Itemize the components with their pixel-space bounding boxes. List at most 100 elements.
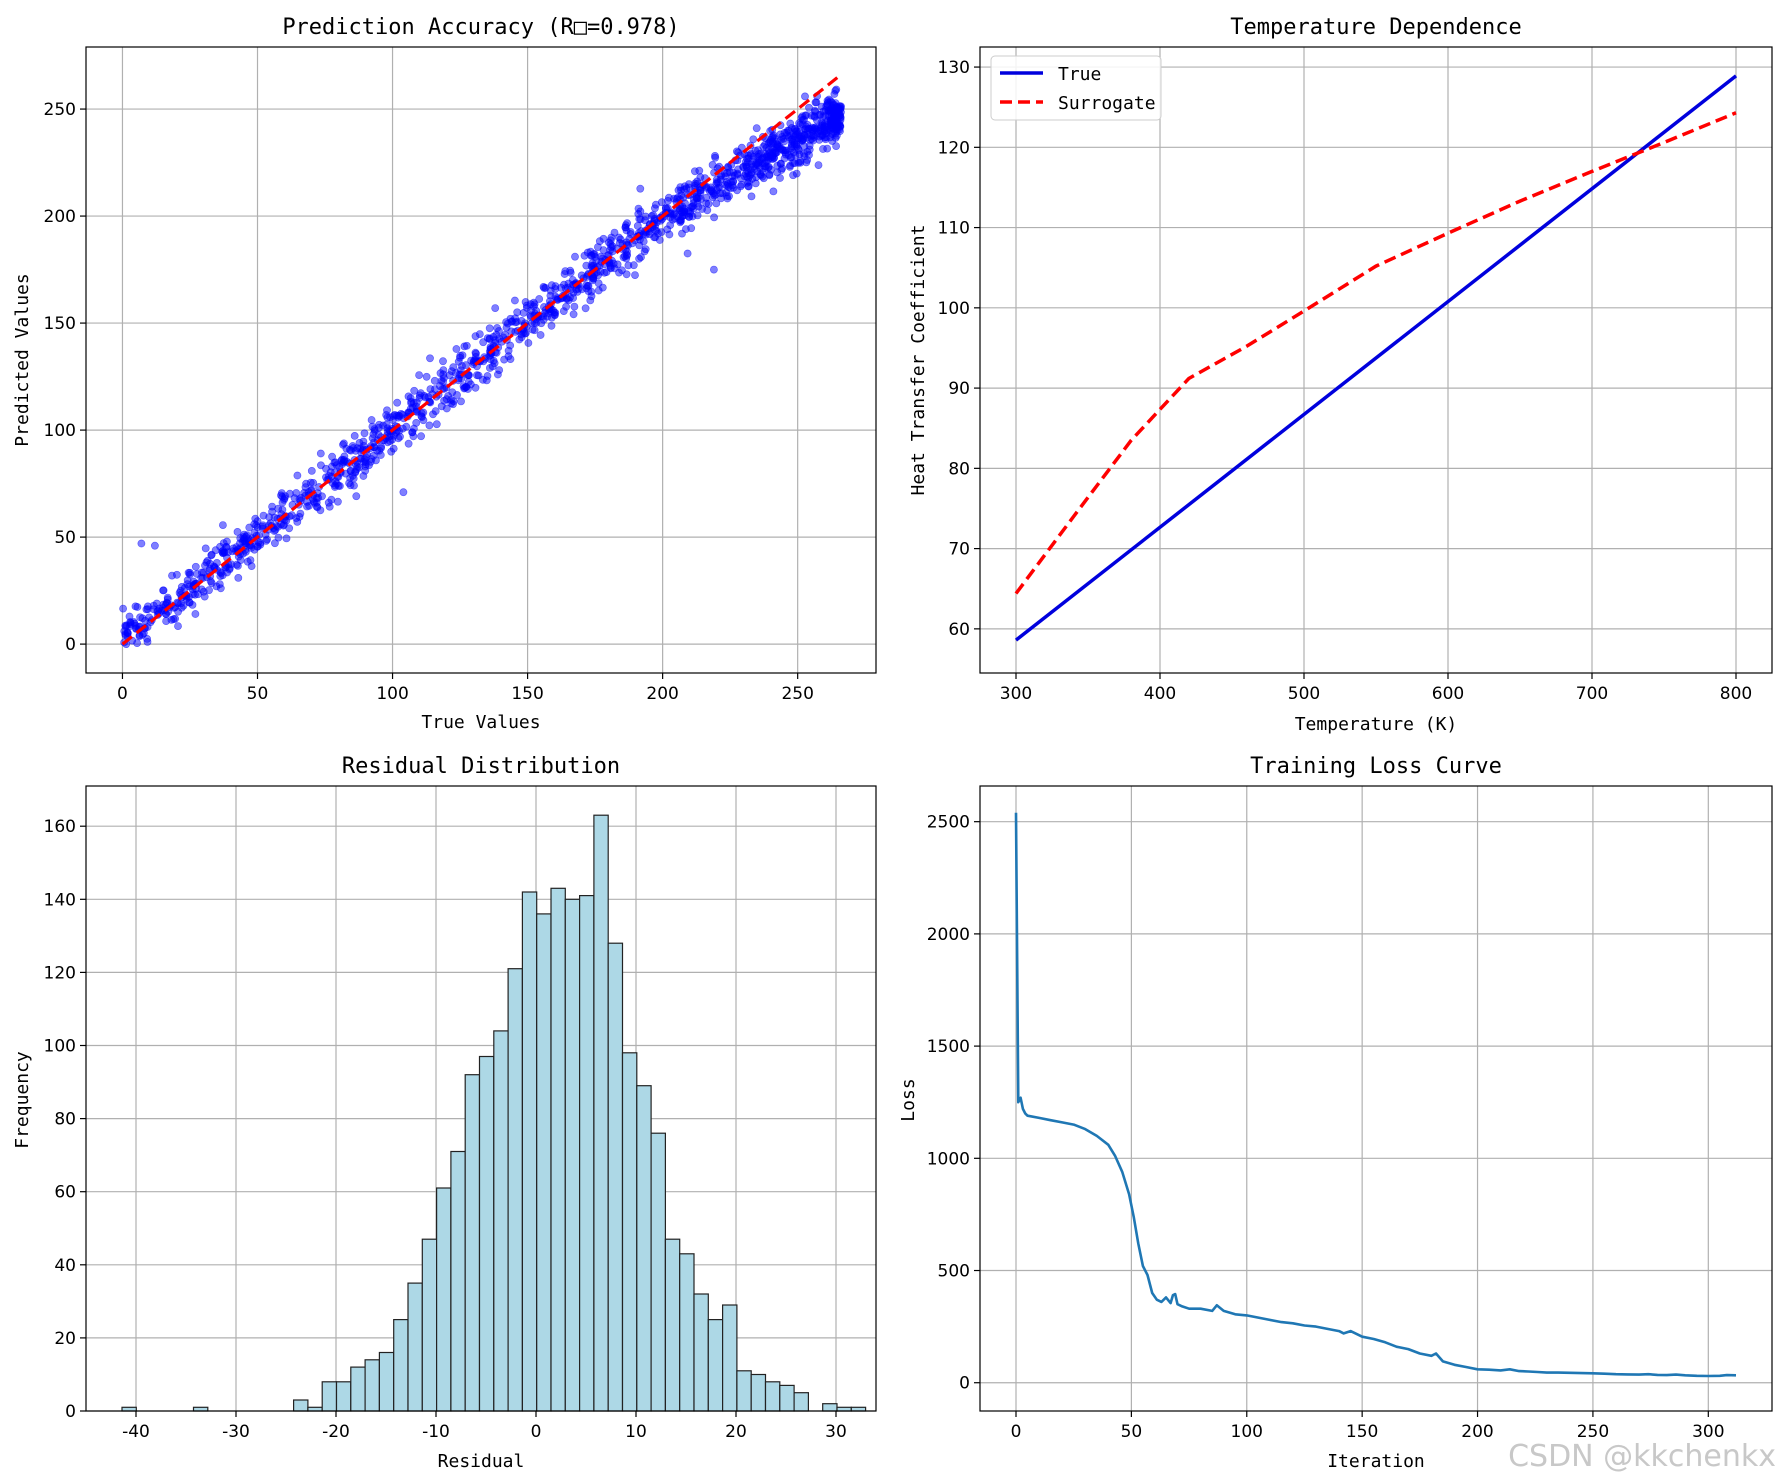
scatter-point bbox=[278, 505, 287, 514]
scatter-point bbox=[432, 420, 441, 429]
panel-residual-distribution: -40 -30 -20 -10 0 10 20 30 0 20 40 60 80 100 120 140 160… bbox=[12, 754, 877, 1472]
y-tick-label: 70 bbox=[948, 540, 970, 560]
y-tick-label: 80 bbox=[54, 1110, 76, 1130]
scatter-point bbox=[219, 539, 228, 547]
histogram-bar bbox=[393, 1318, 409, 1412]
scatter-point bbox=[594, 243, 602, 251]
y-axis-label: Heat Transfer Coefficient bbox=[908, 225, 929, 496]
scatter-point bbox=[460, 383, 469, 392]
scatter-point bbox=[513, 308, 522, 317]
scatter-point bbox=[547, 321, 556, 330]
scatter-point bbox=[439, 370, 448, 379]
scatter-point bbox=[330, 458, 339, 467]
scatter-point bbox=[712, 175, 721, 184]
scatter-point bbox=[586, 296, 595, 305]
scatter-point bbox=[346, 467, 355, 475]
scatter-point bbox=[143, 635, 151, 643]
scatter-point bbox=[274, 533, 283, 542]
scatter-point bbox=[485, 324, 494, 333]
scatter-point bbox=[610, 264, 619, 273]
scatter-point bbox=[297, 493, 306, 502]
scatter-point bbox=[262, 537, 270, 545]
scatter-point bbox=[337, 455, 346, 464]
scatter-point bbox=[367, 416, 376, 424]
histogram-bar bbox=[378, 1351, 395, 1412]
scatter-point bbox=[636, 184, 645, 193]
x-tick-label: 500 bbox=[1288, 684, 1320, 704]
x-tick-label: 300 bbox=[1692, 1422, 1724, 1442]
scatter-point bbox=[724, 183, 733, 191]
histogram-bar bbox=[679, 1253, 695, 1412]
scatter-point bbox=[702, 199, 710, 208]
scatter-point bbox=[747, 192, 756, 201]
histogram-bar bbox=[664, 1238, 681, 1412]
scatter-point bbox=[805, 124, 814, 133]
scatter-point bbox=[633, 221, 642, 230]
scatter-point bbox=[412, 407, 421, 416]
y-axis-label: Predicted Values bbox=[12, 273, 33, 446]
scatter-point bbox=[234, 574, 243, 582]
scatter-point bbox=[622, 221, 630, 230]
scatter-point bbox=[821, 133, 829, 142]
scatter-point bbox=[769, 187, 778, 196]
scatter-point bbox=[473, 371, 481, 380]
scatter-point bbox=[430, 376, 439, 385]
scatter-point bbox=[447, 395, 455, 404]
scatter-point bbox=[677, 217, 685, 225]
y-tick-label: 100 bbox=[44, 1037, 76, 1057]
scatter-point bbox=[415, 393, 424, 402]
scatter-point bbox=[138, 614, 147, 623]
y-tick-label: 60 bbox=[54, 1183, 76, 1203]
scatter-point bbox=[253, 542, 262, 551]
watermark: CSDN @kkchenkx bbox=[1508, 1439, 1776, 1474]
scatter-point bbox=[736, 182, 745, 191]
x-tick-label: 800 bbox=[1720, 684, 1752, 704]
histogram-bar bbox=[636, 1085, 652, 1412]
histogram-bar bbox=[436, 1187, 452, 1412]
scatter-point bbox=[282, 534, 291, 543]
scatter-point bbox=[360, 429, 369, 438]
scatter-point bbox=[455, 353, 464, 362]
y-tick-label: 40 bbox=[54, 1256, 76, 1276]
x-tick-label: 250 bbox=[781, 684, 813, 704]
scatter-point bbox=[495, 366, 504, 374]
y-tick-label: 0 bbox=[959, 1374, 970, 1394]
scatter-point bbox=[491, 304, 500, 312]
y-tick-label: 100 bbox=[44, 421, 76, 441]
scatter-point bbox=[352, 492, 361, 501]
legend-true-label: True bbox=[1058, 64, 1101, 85]
scatter-point bbox=[792, 127, 800, 136]
scatter-point bbox=[394, 411, 403, 420]
scatter-point bbox=[823, 144, 832, 153]
scatter-point bbox=[236, 534, 245, 543]
scatter-point bbox=[557, 283, 565, 292]
scatter-point bbox=[371, 456, 380, 465]
scatter-point bbox=[316, 461, 325, 470]
scatter-point bbox=[678, 202, 687, 211]
scatter-point bbox=[316, 449, 325, 458]
scatter-point bbox=[285, 524, 294, 533]
y-tick-label: 0 bbox=[65, 635, 76, 655]
scatter-point bbox=[174, 607, 182, 616]
scatter-point bbox=[773, 168, 781, 177]
scatter-point bbox=[582, 281, 591, 290]
x-tick-label: 10 bbox=[625, 1422, 647, 1442]
histogram-bar bbox=[736, 1370, 752, 1412]
scatter-point bbox=[708, 160, 717, 169]
scatter-point bbox=[301, 483, 310, 492]
scatter-point bbox=[524, 339, 533, 347]
scatter-point bbox=[185, 570, 194, 579]
loss-series-line bbox=[1014, 812, 1737, 1378]
scatter-point bbox=[393, 398, 402, 407]
x-tick-label: 400 bbox=[1144, 684, 1176, 704]
scatter-point bbox=[600, 268, 609, 277]
scatter-point bbox=[657, 198, 666, 207]
scatter-point bbox=[167, 616, 176, 624]
scatter-point bbox=[519, 308, 528, 317]
scatter-point bbox=[327, 495, 336, 504]
scatter-point bbox=[429, 410, 437, 419]
scatter-point bbox=[530, 302, 538, 311]
scatter-point bbox=[649, 211, 658, 219]
x-tick-label: 150 bbox=[1346, 1422, 1378, 1442]
scatter-point bbox=[422, 372, 431, 381]
